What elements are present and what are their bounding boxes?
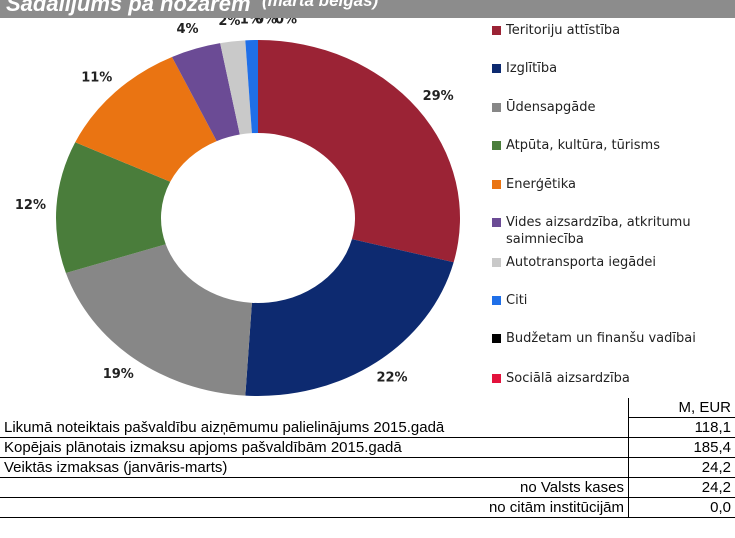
header-bar: Sadalījums pa nozarēm (marta beigās) (0, 0, 735, 18)
title: Sadalījums pa nozarēm (6, 0, 251, 16)
legend-label: Vides aizsardzība, atkritumu saimniecība (506, 215, 691, 247)
legend-label: Budžetam un finanšu vadībai (506, 331, 696, 346)
legend-swatch (492, 258, 501, 267)
data-label: 19% (103, 367, 134, 382)
legend-swatch (492, 141, 501, 150)
table-row: no Valsts kases 24,2 (0, 477, 735, 498)
legend-swatch (492, 103, 501, 112)
legend-swatch (492, 180, 501, 189)
row-value: 24,2 (628, 477, 735, 498)
legend-label: Ūdensapgāde (506, 100, 596, 115)
data-label: 0% (255, 18, 277, 28)
table-row: no citām institūcijām 0,0 (0, 497, 735, 518)
table-row: Veiktās izmaksas (janvāris-marts) 24,2 (0, 457, 735, 478)
legend-swatch (492, 218, 501, 227)
legend-item: Citi (492, 292, 707, 309)
legend-swatch (492, 334, 501, 343)
data-table: M, EUR Likumā noteiktais pašvaldību aizņē… (0, 398, 735, 518)
legend-label: Teritoriju attīstība (506, 23, 621, 38)
legend-label: Citi (506, 293, 528, 308)
chart: 29%22%19%12%11%4%2% 1%0%0% (15, 18, 461, 396)
donut-segment (56, 142, 171, 274)
legend-item: Enerģētika (492, 176, 707, 193)
legend-item: Ūdensapgāde (492, 99, 707, 116)
row-value: 185,4 (628, 437, 735, 458)
data-label: 12% (15, 198, 46, 213)
legend-label: Enerģētika (506, 177, 577, 192)
legend-swatch (492, 374, 501, 383)
donut-segment (220, 40, 252, 135)
legend-swatch (492, 26, 501, 35)
legend-label: Sociālā aizsardzība (506, 371, 630, 386)
legend-item: Autotransporta iegādei (492, 254, 707, 271)
data-label: 2% (218, 18, 240, 29)
table-row: Kopējais plānotais izmaksu apjoms pašval… (0, 437, 735, 458)
data-label: 22% (376, 371, 407, 386)
legend-swatch (492, 296, 501, 305)
row-value: 24,2 (628, 457, 735, 478)
legend-item: Izglītība (492, 60, 707, 77)
row-value: 118,1 (628, 417, 735, 438)
row-label: Veiktās izmaksas (janvāris-marts) (0, 457, 629, 478)
donut-segment (245, 40, 258, 134)
row-label: Kopējais plānotais izmaksu apjoms pašval… (0, 437, 629, 458)
legend-swatch (492, 64, 501, 73)
data-label: 0% (275, 18, 297, 28)
donut-segment (65, 244, 252, 396)
legend-item: Teritoriju attīstība (492, 22, 707, 39)
legend-item: Vides aizsardzība, atkritumu saimniecība (492, 214, 707, 248)
column-header: M, EUR (628, 398, 735, 418)
legend-label: Atpūta, kultūra, tūrisms (506, 138, 660, 153)
data-label: 11% (81, 70, 112, 85)
donut-segment (258, 40, 461, 263)
table-row: Likumā noteiktais pašvaldību aizņēmumu p… (0, 417, 735, 438)
row-label: no citām institūcijām (0, 497, 629, 518)
donut-segment (245, 239, 454, 396)
row-value: 0,0 (628, 497, 735, 518)
legend-label: Izglītība (506, 61, 558, 76)
donut-segment (171, 43, 240, 142)
subtitle: (marta beigās) (262, 0, 379, 10)
legend-item: Sociālā aizsardzība (492, 370, 707, 387)
data-label: 1% (240, 18, 262, 28)
data-label: 4% (177, 22, 199, 37)
legend-label: Autotransporta iegādei (506, 255, 657, 270)
data-label: 29% (423, 89, 454, 104)
empty-cell (0, 398, 629, 418)
legend-item: Budžetam un finanšu vadībai (492, 330, 707, 347)
row-label: Likumā noteiktais pašvaldību aizņēmumu p… (0, 417, 629, 438)
donut-segment (75, 56, 217, 182)
table-header: M, EUR (0, 398, 735, 418)
row-label: no Valsts kases (0, 477, 629, 498)
legend-item: Atpūta, kultūra, tūrisms (492, 137, 707, 154)
